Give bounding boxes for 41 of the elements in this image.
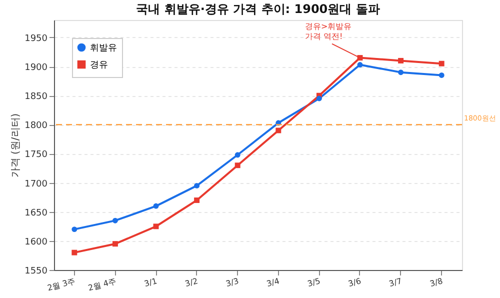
x-tick-label: 2월 4주 <box>87 276 118 293</box>
y-tick-label: 1550 <box>24 266 48 276</box>
y-tick-label: 1750 <box>24 150 48 160</box>
x-tick-label: 2월 3주 <box>46 276 76 293</box>
y-axis-title: 가격 (원/리터) <box>10 113 22 178</box>
x-tick-label: 3/5 <box>306 276 322 289</box>
point <box>398 58 404 64</box>
y-tick-label: 1600 <box>24 237 48 248</box>
y-tick-label: 1950 <box>24 34 48 44</box>
point <box>438 60 444 66</box>
point <box>234 162 240 168</box>
point <box>357 62 363 68</box>
x-tick-label: 3/3 <box>224 276 240 289</box>
point <box>194 197 200 203</box>
x-tick-label: 3/4 <box>266 276 280 289</box>
annotation: 경유>휘발유 가격 역전! <box>305 22 352 41</box>
y-tick-label: 1850 <box>24 92 48 102</box>
x-tick-label: 3/2 <box>184 276 199 289</box>
point <box>153 203 159 209</box>
point <box>112 241 118 247</box>
point <box>438 72 444 78</box>
chart-title: 국내 휘발유·경유 가격 추이: 1900원대 돌파 <box>136 2 380 16</box>
y-tick-label: 1650 <box>24 208 48 218</box>
legend-label: 휘발유 <box>90 44 117 54</box>
x-tick-label: 3/1 <box>143 276 158 289</box>
y-tick-label: 1900 <box>24 63 48 74</box>
point <box>316 96 322 102</box>
point <box>112 218 118 224</box>
y-tick-label: 1700 <box>24 179 48 190</box>
x-tick-label: 3/8 <box>428 276 444 289</box>
legend-label: 경유 <box>90 60 108 70</box>
point <box>276 128 282 134</box>
point <box>194 182 200 188</box>
point <box>72 250 78 256</box>
x-tick-label: 3/7 <box>388 276 403 289</box>
y-tick-label: 1800 <box>24 121 48 132</box>
point <box>153 224 159 230</box>
point <box>72 226 78 232</box>
point <box>398 70 404 76</box>
x-tick-label: 3/6 <box>347 276 362 289</box>
point <box>234 152 240 158</box>
